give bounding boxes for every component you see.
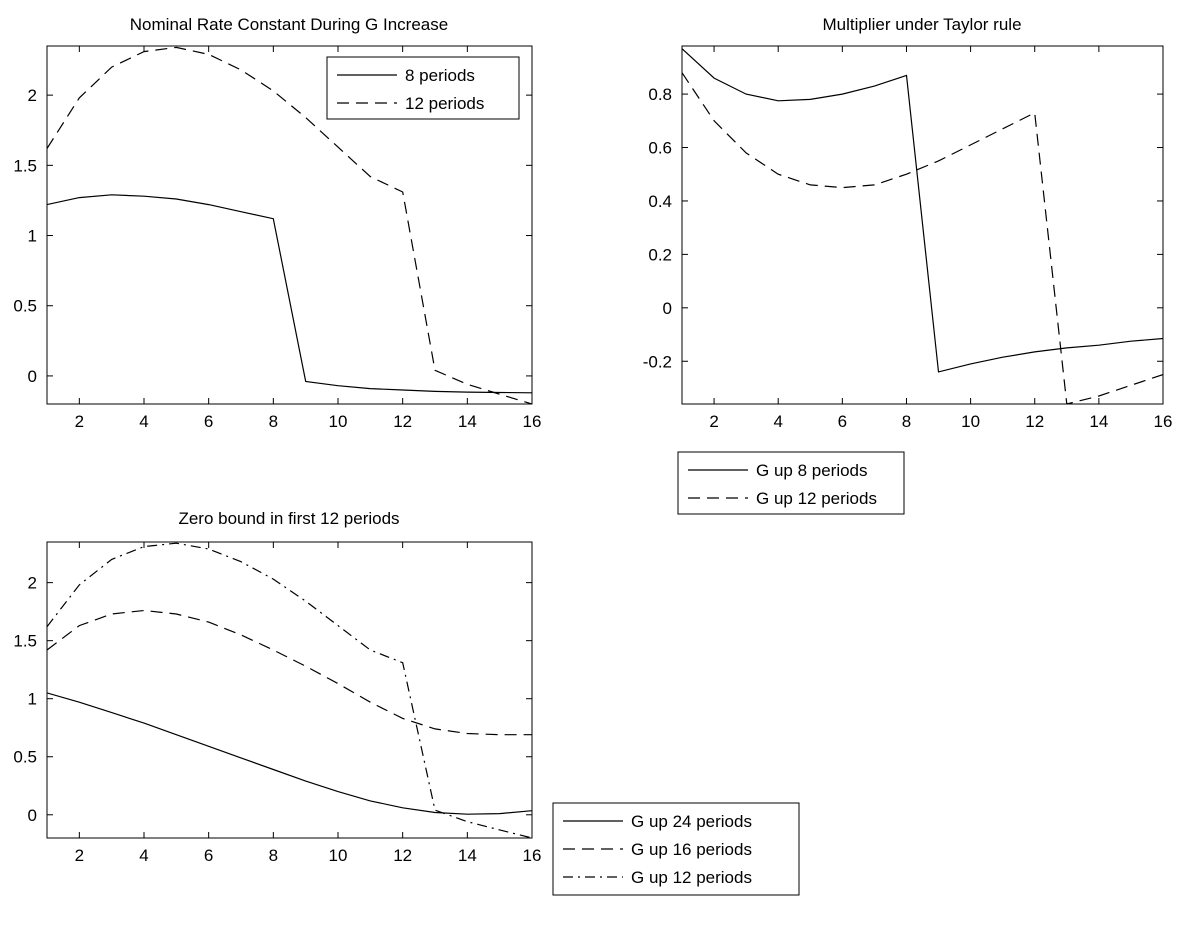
legend-label-1: 8 periods xyxy=(405,66,475,85)
x-tick-label: 4 xyxy=(773,412,782,431)
chart-title: Zero bound in first 12 periods xyxy=(178,509,399,528)
y-tick-label: 0.5 xyxy=(13,748,37,767)
x-tick-label: 4 xyxy=(139,846,148,865)
plot-frame xyxy=(46,45,533,405)
y-tick-label: 0.4 xyxy=(648,192,672,211)
x-tick-label: 12 xyxy=(393,846,412,865)
x-tick-label: 12 xyxy=(393,412,412,431)
series-line-3 xyxy=(47,542,532,838)
subplot-1: Nominal Rate Constant During G Increase 2… xyxy=(13,15,541,431)
x-tick-label: 6 xyxy=(204,846,213,865)
y-tick-label: 1 xyxy=(28,227,37,246)
plot-frame xyxy=(46,541,533,839)
series-lines xyxy=(47,542,532,838)
series-line-2 xyxy=(47,46,532,404)
y-tick-label: 1.5 xyxy=(13,156,37,175)
legend-label-2: 12 periods xyxy=(405,94,484,113)
legend-box xyxy=(677,451,905,515)
x-tick-label: 8 xyxy=(269,846,278,865)
x-tick-label: 6 xyxy=(204,412,213,431)
legend-label-2: G up 16 periods xyxy=(631,840,752,859)
legend-label-2: G up 12 periods xyxy=(756,489,877,508)
x-tick-label: 10 xyxy=(961,412,980,431)
legend-label-1: G up 24 periods xyxy=(631,812,752,831)
legend-label-3: G up 12 periods xyxy=(631,868,752,887)
y-tick-label: 0.6 xyxy=(648,139,672,158)
x-tick-label: 2 xyxy=(75,412,84,431)
x-tick-label: 14 xyxy=(458,846,477,865)
x-tick-label: 12 xyxy=(1025,412,1044,431)
y-tick-label: 0.8 xyxy=(648,85,672,104)
y-tick-label: 0.2 xyxy=(648,245,672,264)
legend: G up 24 periods G up 16 periods G up 12 pe… xyxy=(552,802,800,896)
series-lines xyxy=(47,46,532,404)
chart-title: Nominal Rate Constant During G Increase xyxy=(130,15,448,34)
series-line-1 xyxy=(47,692,532,815)
series-lines xyxy=(682,48,1163,404)
legend: 8 periods 12 periods xyxy=(326,56,520,120)
y-tick-label: 1.5 xyxy=(13,632,37,651)
x-tick-label: 16 xyxy=(523,412,542,431)
x-tick-label: 10 xyxy=(329,846,348,865)
series-line-2 xyxy=(47,609,532,736)
x-tick-label: 2 xyxy=(709,412,718,431)
legend-box xyxy=(326,56,520,120)
y-tick-label: 0.5 xyxy=(13,297,37,316)
x-tick-label: 4 xyxy=(139,412,148,431)
x-tick-label: 16 xyxy=(1154,412,1173,431)
series-line-1 xyxy=(682,48,1163,373)
y-tick-label: 0 xyxy=(28,367,37,386)
x-tick-label: 6 xyxy=(838,412,847,431)
subplot-2: Multiplier under Taylor rule 2 4 6 8 10 12 14 16… xyxy=(643,15,1173,515)
x-tick-label: 2 xyxy=(75,846,84,865)
x-tick-label: 16 xyxy=(523,846,542,865)
legend: G up 8 periods G up 12 periods xyxy=(677,451,905,515)
series-line-2 xyxy=(682,72,1163,404)
x-tick-label: 10 xyxy=(329,412,348,431)
y-tick-label: -0.2 xyxy=(643,352,672,371)
y-tick-label: 2 xyxy=(28,574,37,593)
legend-label-1: G up 8 periods xyxy=(756,461,868,480)
y-tick-label: 0 xyxy=(663,299,672,318)
y-tick-label: 2 xyxy=(28,86,37,105)
x-tick-label: 8 xyxy=(269,412,278,431)
x-tick-label: 14 xyxy=(458,412,477,431)
plot-frame xyxy=(681,45,1164,405)
y-tick-label: 0 xyxy=(28,806,37,825)
x-tick-label: 8 xyxy=(902,412,911,431)
series-line-1 xyxy=(47,194,532,394)
chart-title: Multiplier under Taylor rule xyxy=(822,15,1021,34)
x-tick-label: 14 xyxy=(1089,412,1108,431)
y-tick-label: 1 xyxy=(28,690,37,709)
